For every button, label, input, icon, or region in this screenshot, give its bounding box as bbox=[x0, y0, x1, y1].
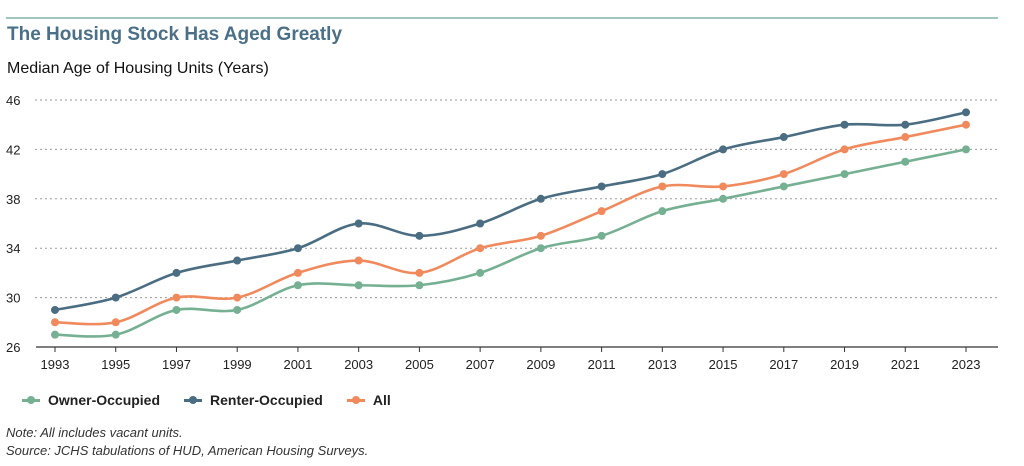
data-point-all bbox=[658, 182, 667, 191]
data-point-all bbox=[901, 133, 910, 142]
data-point-all bbox=[354, 256, 363, 265]
x-tick-label: 2013 bbox=[648, 357, 677, 372]
data-point-owner-occupied bbox=[233, 305, 242, 314]
data-point-owner-occupied bbox=[962, 145, 970, 154]
y-tick-label: 46 bbox=[6, 93, 20, 108]
data-point-all bbox=[233, 293, 242, 302]
data-point-all bbox=[51, 318, 59, 327]
x-tick-label: 2009 bbox=[526, 357, 555, 372]
data-point-renter-occupied bbox=[233, 256, 242, 265]
data-point-renter-occupied bbox=[840, 120, 849, 129]
data-point-all bbox=[415, 268, 424, 277]
data-point-all bbox=[536, 231, 545, 240]
x-tick-label: 1993 bbox=[41, 357, 70, 372]
data-point-owner-occupied bbox=[901, 157, 910, 166]
data-point-renter-occupied bbox=[354, 219, 363, 228]
legend-item-owner-occupied: Owner-Occupied bbox=[22, 392, 160, 408]
x-tick-label: 1995 bbox=[101, 357, 130, 372]
data-point-all bbox=[840, 145, 849, 154]
legend-swatch bbox=[346, 393, 365, 407]
legend-label: Renter-Occupied bbox=[210, 392, 323, 408]
data-point-all bbox=[962, 120, 970, 129]
data-point-renter-occupied bbox=[51, 305, 59, 314]
data-point-renter-occupied bbox=[476, 219, 485, 228]
x-tick-label: 2019 bbox=[830, 357, 859, 372]
y-tick-label: 30 bbox=[6, 291, 20, 306]
data-point-renter-occupied bbox=[901, 120, 910, 129]
data-point-owner-occupied bbox=[658, 207, 667, 216]
x-tick-label: 2003 bbox=[344, 357, 373, 372]
data-point-renter-occupied bbox=[172, 268, 181, 277]
chart-subtitle: Median Age of Housing Units (Years) bbox=[7, 60, 269, 77]
data-point-all bbox=[779, 170, 788, 179]
data-point-renter-occupied bbox=[597, 182, 606, 191]
data-point-renter-occupied bbox=[415, 231, 424, 240]
note-text: Note: All includes vacant units. bbox=[6, 425, 183, 440]
data-point-all bbox=[172, 293, 181, 302]
x-tick-label: 1999 bbox=[223, 357, 252, 372]
data-point-all bbox=[476, 244, 485, 253]
data-point-owner-occupied bbox=[779, 182, 788, 191]
legend-label: All bbox=[372, 392, 391, 408]
data-point-all bbox=[293, 268, 302, 277]
data-point-renter-occupied bbox=[536, 194, 545, 203]
data-point-owner-occupied bbox=[172, 305, 181, 314]
data-point-renter-occupied bbox=[658, 170, 667, 179]
series-line-owner-occupied bbox=[53, 148, 968, 338]
data-point-renter-occupied bbox=[719, 145, 728, 154]
x-tick-label: 2001 bbox=[283, 357, 312, 372]
top-rule bbox=[6, 17, 998, 19]
legend-swatch bbox=[22, 393, 40, 407]
data-point-owner-occupied bbox=[840, 170, 849, 179]
x-tick-label: 2005 bbox=[405, 357, 434, 372]
data-point-all bbox=[719, 182, 728, 191]
data-point-renter-occupied bbox=[779, 133, 788, 142]
y-tick-label: 42 bbox=[6, 142, 20, 157]
data-point-owner-occupied bbox=[293, 281, 302, 290]
x-tick-label: 1997 bbox=[162, 357, 191, 372]
data-point-renter-occupied bbox=[293, 244, 302, 253]
legend-item-renter-occupied: Renter-Occupied bbox=[184, 392, 323, 408]
data-point-all bbox=[111, 318, 120, 327]
legend-swatch bbox=[184, 393, 203, 407]
x-tick-label: 2023 bbox=[952, 357, 981, 372]
legend-item-all: All bbox=[346, 392, 391, 408]
data-point-all bbox=[597, 207, 606, 216]
chart-title: The Housing Stock Has Aged Greatly bbox=[7, 24, 343, 45]
x-tick-label: 2011 bbox=[588, 357, 616, 372]
source-text: Source: JCHS tabulations of HUD, America… bbox=[6, 443, 369, 458]
x-tick-label: 2021 bbox=[891, 357, 920, 372]
data-point-owner-occupied bbox=[597, 231, 606, 240]
y-tick-label: 38 bbox=[6, 192, 20, 207]
x-tick-label: 2007 bbox=[466, 357, 495, 372]
series-line-renter-occupied bbox=[53, 111, 968, 312]
data-point-owner-occupied bbox=[415, 281, 424, 290]
data-point-owner-occupied bbox=[111, 330, 120, 339]
y-tick-label: 26 bbox=[6, 340, 20, 355]
x-tick-label: 2015 bbox=[709, 357, 738, 372]
data-point-renter-occupied bbox=[962, 108, 970, 117]
data-point-owner-occupied bbox=[476, 268, 485, 277]
data-point-renter-occupied bbox=[111, 293, 120, 302]
data-point-owner-occupied bbox=[719, 194, 728, 203]
y-tick-label: 34 bbox=[6, 241, 20, 256]
legend: Owner-Occupied Renter-Occupied All bbox=[22, 392, 391, 408]
x-tick-label: 2017 bbox=[769, 357, 798, 372]
legend-label: Owner-Occupied bbox=[48, 392, 161, 408]
series-line-all bbox=[53, 123, 968, 326]
data-point-owner-occupied bbox=[536, 244, 545, 253]
data-point-owner-occupied bbox=[51, 330, 59, 339]
data-point-owner-occupied bbox=[354, 281, 363, 290]
